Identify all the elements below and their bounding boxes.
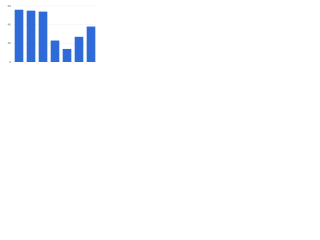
- bar: [38, 11, 48, 63]
- page: {"chart_data": {"type": "bar", "categori…: [0, 0, 100, 71]
- bar: [26, 10, 36, 62]
- y-tick-label: 0: [9, 60, 11, 64]
- bar: [74, 36, 84, 62]
- chart: 0 20 40 60: [8, 4, 97, 64]
- bar: [62, 48, 72, 62]
- y-tick-label: 60: [8, 4, 12, 8]
- y-tick-label: 40: [8, 22, 12, 26]
- bar: [50, 40, 60, 62]
- bar: [14, 9, 24, 62]
- bar: [86, 26, 96, 62]
- y-tick-label: 20: [8, 41, 12, 45]
